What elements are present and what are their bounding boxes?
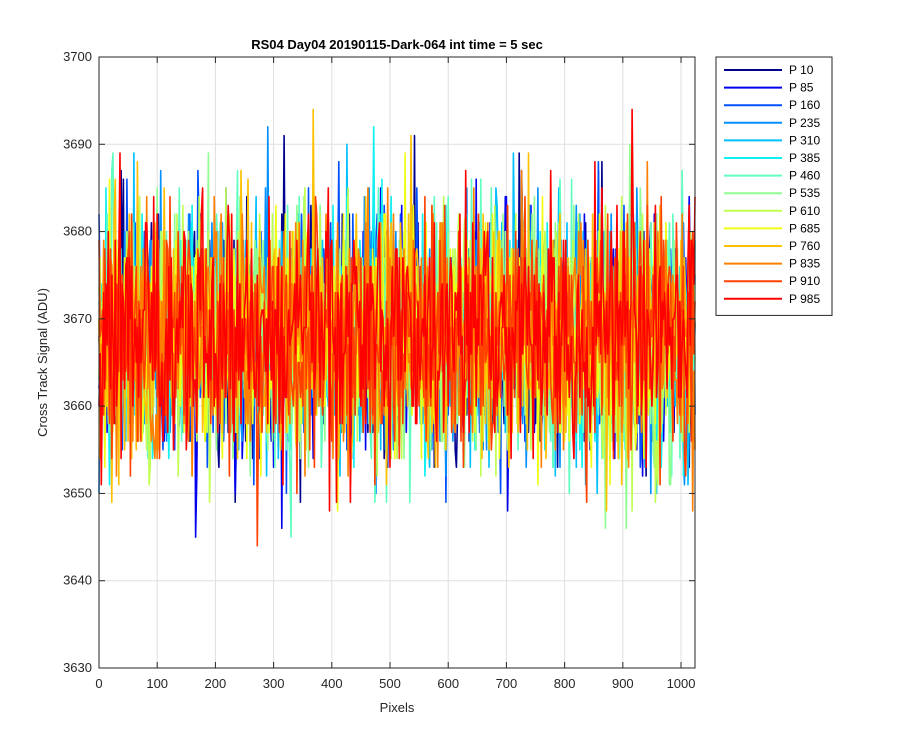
x-tick-label: 200 [205, 676, 227, 691]
series-line-p-985 [98, 108, 696, 512]
legend-label: P 835 [789, 257, 820, 271]
legend-label: P 85 [789, 81, 814, 95]
x-tick-label: 1000 [667, 676, 696, 691]
legend-label: P 760 [789, 239, 820, 253]
y-tick-label: 3660 [63, 398, 92, 413]
plot-frame [98, 56, 696, 669]
series-lines [98, 108, 696, 547]
legend-label: P 310 [789, 133, 820, 147]
axis-ticks: 0 100 200 300 400 500 600 700 800 900 1000 3630 3640… [63, 49, 695, 691]
x-tick-label: 300 [263, 676, 285, 691]
x-tick-label: 400 [321, 676, 343, 691]
legend-label: P 535 [789, 186, 820, 200]
y-tick-label: 3670 [63, 311, 92, 326]
legend-label: P 610 [789, 204, 820, 218]
y-tick-label: 3690 [63, 136, 92, 151]
legend-label: P 235 [789, 116, 820, 130]
y-tick-label: 3680 [63, 224, 92, 239]
x-axis-label: Pixels [380, 700, 415, 715]
legend-label: P 10 [789, 63, 814, 77]
y-tick-label: 3640 [63, 573, 92, 588]
y-axis-label: Cross Track Signal (ADU) [35, 288, 50, 437]
legend: P 10 P 85 P 160 P 235 P 310 P 385 P 460 P 535 P … [715, 56, 833, 316]
x-tick-label: 500 [379, 676, 401, 691]
legend-box [715, 56, 833, 316]
y-tick-label: 3700 [63, 49, 92, 64]
y-tick-label: 3630 [63, 660, 92, 675]
legend-label: P 160 [789, 98, 820, 112]
x-tick-label: 700 [496, 676, 518, 691]
x-tick-label: 0 [95, 676, 102, 691]
legend-label: P 985 [789, 292, 820, 306]
chart-title: RS04 Day04 20190115-Dark-064 int time = … [251, 37, 543, 52]
x-tick-label: 900 [612, 676, 634, 691]
x-tick-label: 800 [554, 676, 576, 691]
x-tick-label: 600 [437, 676, 459, 691]
x-tick-label: 100 [146, 676, 168, 691]
legend-label: P 460 [789, 169, 820, 183]
legend-label: P 910 [789, 274, 820, 288]
legend-label: P 385 [789, 151, 820, 165]
y-tick-label: 3650 [63, 485, 92, 500]
legend-label: P 685 [789, 221, 820, 235]
